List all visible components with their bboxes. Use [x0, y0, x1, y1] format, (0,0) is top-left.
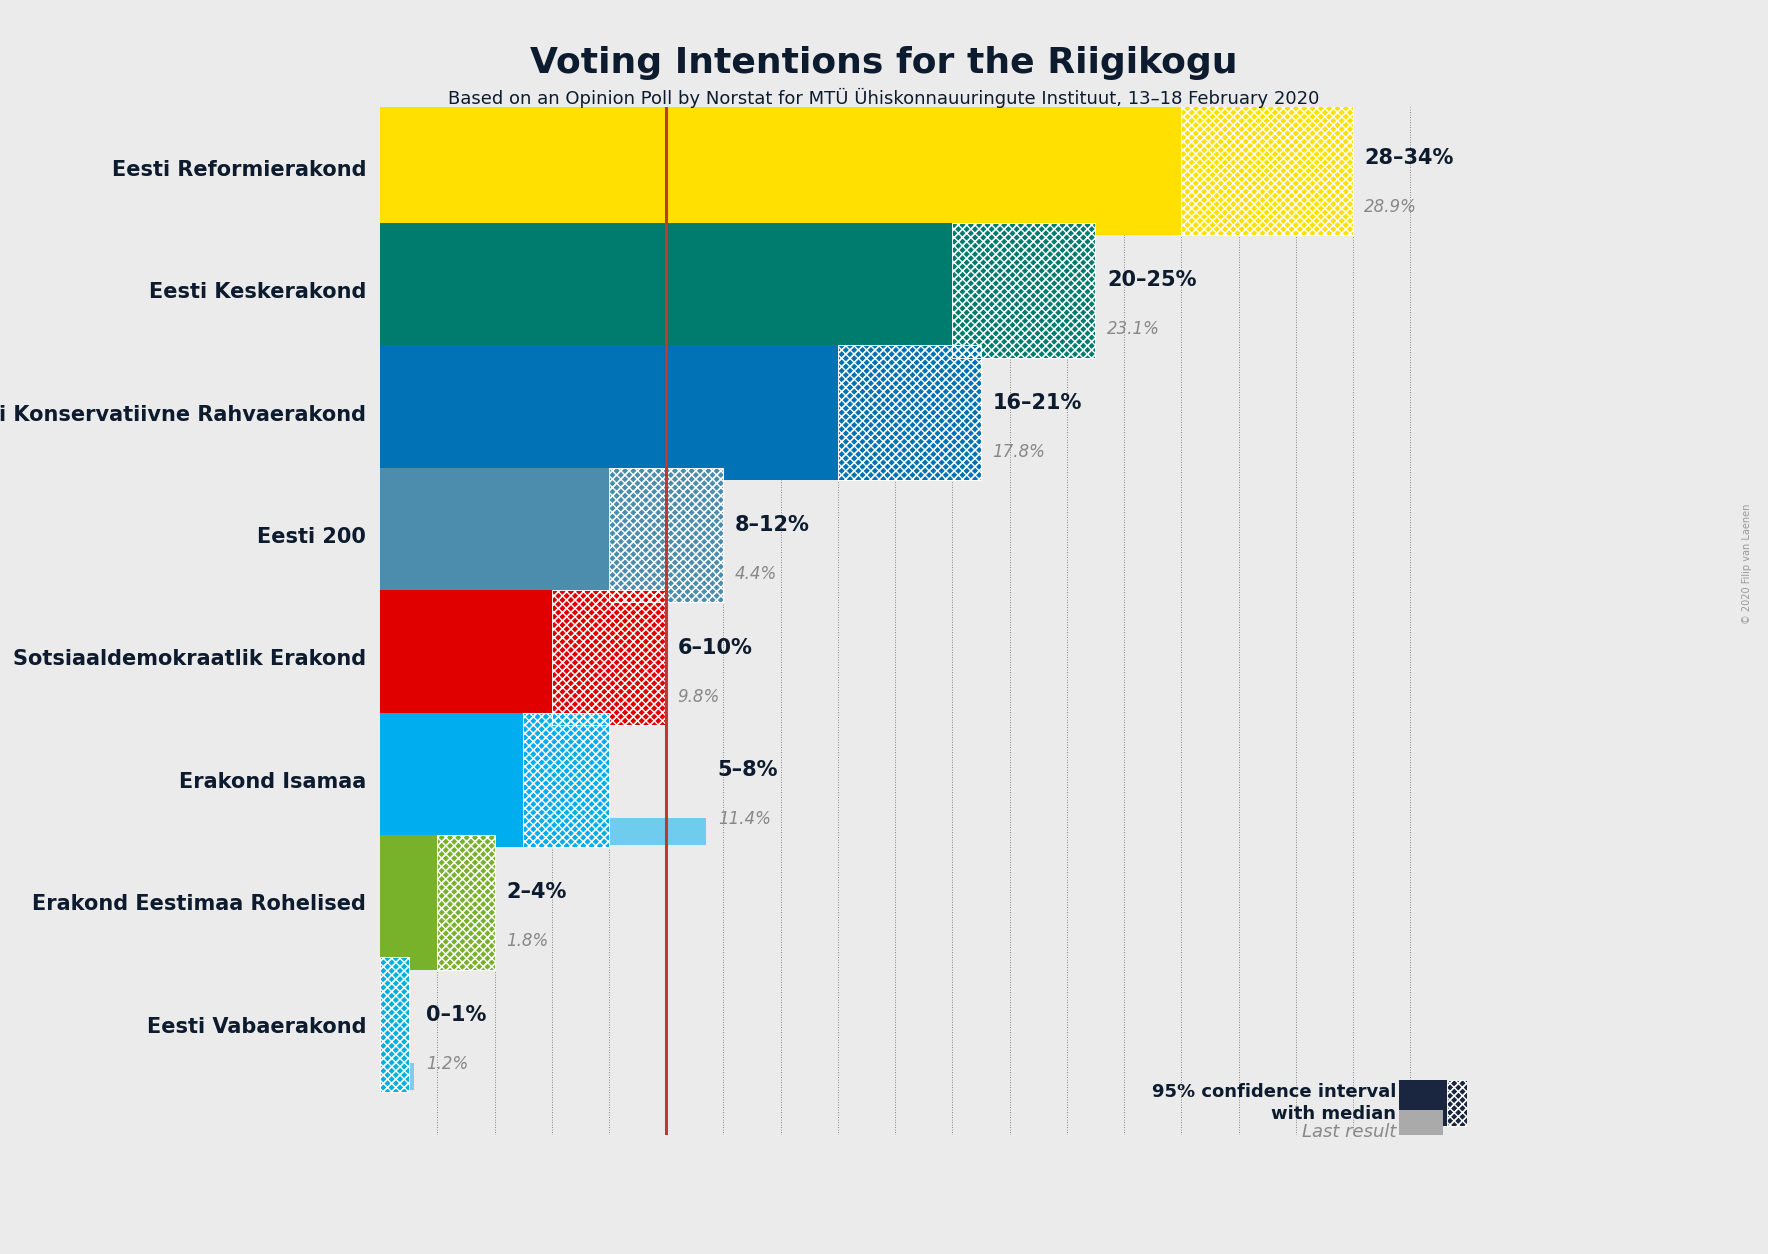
Bar: [608, 468, 723, 602]
Bar: [1181, 100, 1353, 236]
Text: 9.8%: 9.8%: [677, 687, 720, 706]
Text: 28.9%: 28.9%: [1365, 198, 1418, 216]
Text: 0–1%: 0–1%: [426, 1004, 486, 1025]
Text: 1.2%: 1.2%: [426, 1055, 469, 1073]
Bar: [523, 712, 608, 848]
Bar: [437, 835, 495, 969]
Bar: [380, 957, 408, 1092]
Text: Based on an Opinion Poll by Norstat for MTÜ Ühiskonnauuringute Instituut, 13–18 : Based on an Opinion Poll by Norstat for …: [449, 88, 1319, 108]
Bar: [1446, 1080, 1478, 1126]
Text: 6–10%: 6–10%: [677, 638, 753, 657]
Bar: [838, 345, 981, 480]
Bar: [380, 468, 608, 602]
Bar: [838, 345, 981, 480]
Bar: [953, 223, 1096, 357]
Bar: [608, 468, 723, 602]
Text: 4.4%: 4.4%: [735, 566, 778, 583]
Text: with median: with median: [1271, 1105, 1397, 1124]
Text: 11.4%: 11.4%: [718, 810, 771, 828]
Bar: [1398, 1080, 1446, 1126]
Bar: [1446, 1080, 1478, 1126]
Bar: [380, 206, 1208, 233]
Bar: [380, 591, 552, 725]
Bar: [523, 712, 608, 848]
Bar: [380, 696, 661, 722]
Bar: [380, 1062, 414, 1090]
Bar: [552, 591, 667, 725]
Text: 95% confidence interval: 95% confidence interval: [1151, 1083, 1397, 1101]
Bar: [380, 835, 437, 969]
Bar: [380, 573, 506, 599]
Text: 23.1%: 23.1%: [1107, 320, 1160, 339]
Text: 17.8%: 17.8%: [992, 443, 1045, 460]
Bar: [1398, 1110, 1443, 1135]
Text: 20–25%: 20–25%: [1107, 271, 1197, 291]
Bar: [552, 591, 667, 725]
Bar: [437, 835, 495, 969]
Bar: [953, 223, 1096, 357]
Text: 28–34%: 28–34%: [1365, 148, 1453, 168]
Bar: [1446, 1080, 1478, 1126]
Bar: [608, 468, 723, 602]
Bar: [380, 957, 408, 1092]
Text: 1.8%: 1.8%: [506, 933, 548, 951]
Bar: [838, 345, 981, 480]
Text: Last result: Last result: [1301, 1124, 1397, 1141]
Bar: [380, 223, 953, 357]
Bar: [552, 591, 667, 725]
Bar: [953, 223, 1096, 357]
Bar: [380, 940, 431, 967]
Bar: [437, 835, 495, 969]
Bar: [380, 712, 523, 848]
Bar: [1181, 100, 1353, 236]
Text: 2–4%: 2–4%: [506, 883, 566, 903]
Bar: [380, 450, 889, 478]
Bar: [380, 100, 1181, 236]
Bar: [1181, 100, 1353, 236]
Bar: [380, 957, 408, 1092]
Text: © 2020 Filip van Laenen: © 2020 Filip van Laenen: [1741, 504, 1752, 624]
Bar: [380, 345, 838, 480]
Text: Voting Intentions for the Riigikogu: Voting Intentions for the Riigikogu: [530, 46, 1238, 80]
Bar: [380, 818, 705, 845]
Bar: [380, 329, 1041, 355]
Bar: [523, 712, 608, 848]
Text: 8–12%: 8–12%: [735, 515, 810, 535]
Text: 5–8%: 5–8%: [718, 760, 778, 780]
Text: 16–21%: 16–21%: [992, 393, 1082, 413]
